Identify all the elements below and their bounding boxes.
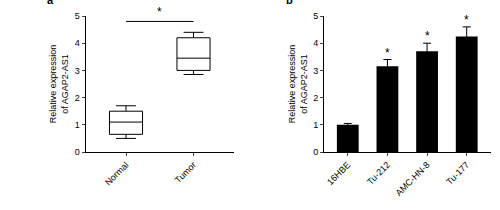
svg-text:0: 0 [313,147,318,157]
svg-text:5: 5 [313,11,318,21]
svg-text:1: 1 [75,120,80,130]
svg-text:3: 3 [75,66,80,76]
svg-text:16HBE: 16HBE [325,160,352,187]
svg-text:5: 5 [75,11,80,21]
svg-text:4: 4 [75,38,80,48]
svg-text:Relative expressionof AGAP2-AS: Relative expressionof AGAP2-AS1 [287,45,309,124]
svg-text:Tumor: Tumor [173,160,198,185]
svg-text:*: * [385,46,390,60]
svg-text:3: 3 [313,66,318,76]
svg-text:b: b [286,0,293,6]
svg-text:*: * [464,13,469,27]
svg-text:1: 1 [313,120,318,130]
svg-text:4: 4 [313,38,318,48]
svg-text:Normal: Normal [103,160,131,188]
svg-text:AMC-HN-8: AMC-HN-8 [393,160,431,198]
svg-text:*: * [157,5,162,19]
svg-text:Tu-177: Tu-177 [444,160,471,187]
svg-text:a: a [47,0,54,6]
svg-text:2: 2 [313,93,318,103]
svg-text:*: * [425,29,430,43]
svg-text:0: 0 [75,147,80,157]
svg-text:2: 2 [75,93,80,103]
svg-text:Relative expressionof AGAP2-AS: Relative expressionof AGAP2-AS1 [48,45,70,124]
svg-text:Tu-212: Tu-212 [365,160,392,187]
